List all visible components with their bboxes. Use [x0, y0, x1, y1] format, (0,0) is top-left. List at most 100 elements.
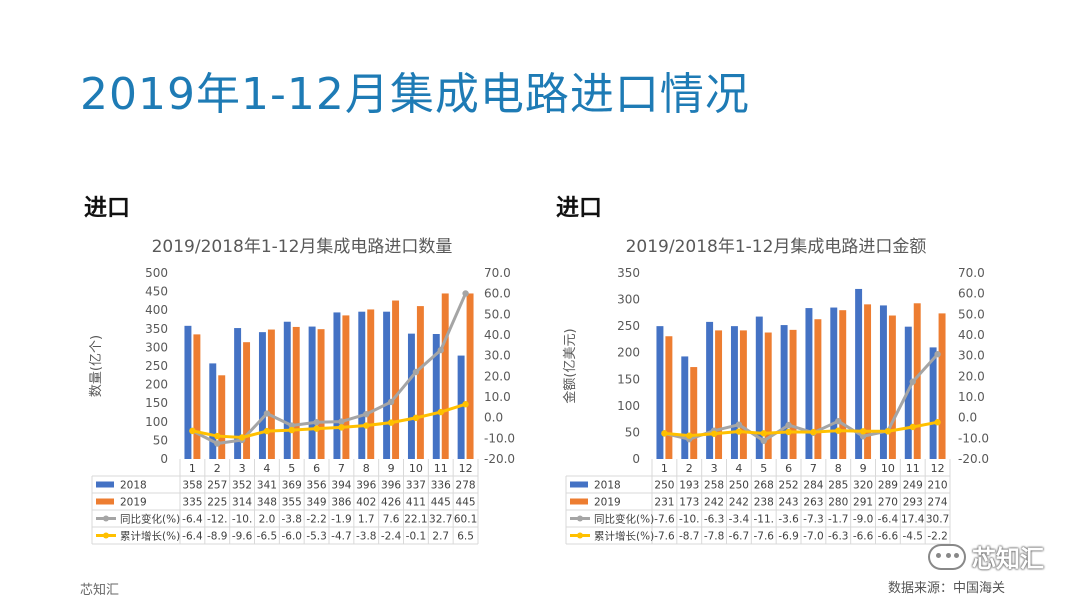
- bar-2019: [441, 293, 449, 459]
- x-tick-label: 12: [459, 462, 473, 475]
- data-label: 280: [828, 497, 848, 509]
- data-label: -6.6: [878, 531, 899, 543]
- bar-2018: [780, 325, 788, 459]
- left-section-label: 进口: [84, 195, 130, 221]
- data-label: -11.: [754, 514, 775, 526]
- line-point: [760, 430, 767, 437]
- data-label: 411: [406, 497, 426, 509]
- y-tick-label: 250: [145, 359, 168, 373]
- y-tick-label: 500: [145, 266, 168, 280]
- x-tick-label: 1: [661, 462, 668, 475]
- y-axis-label: 数量(亿个): [89, 335, 104, 397]
- data-label: -9.0: [853, 514, 874, 526]
- y2-tick-label: 10.0: [958, 390, 985, 404]
- bar-2019: [665, 336, 673, 459]
- data-label: 396: [356, 480, 376, 492]
- x-tick-label: 10: [409, 462, 423, 475]
- data-label: -0.1: [406, 531, 427, 543]
- bar-2018: [407, 333, 415, 459]
- line-point: [363, 410, 370, 418]
- y2-tick-label: -20.0: [958, 452, 989, 466]
- data-label: 17.4: [901, 514, 925, 526]
- data-label: 231: [654, 497, 674, 509]
- data-label: 30.7: [926, 514, 949, 526]
- bar-2019: [317, 329, 325, 459]
- data-label: -7.6: [754, 531, 775, 543]
- data-label: 242: [729, 497, 749, 509]
- line-point: [288, 426, 295, 434]
- bar-2019: [416, 306, 424, 459]
- data-label: 173: [679, 497, 699, 509]
- line-point: [760, 437, 767, 445]
- bar-2019: [715, 330, 723, 459]
- line-point: [785, 428, 792, 436]
- y-tick-label: 100: [145, 415, 168, 429]
- bar-2019: [392, 300, 400, 459]
- bar-2018: [308, 326, 316, 459]
- bar-2018: [805, 308, 813, 459]
- x-tick-label: 1: [189, 462, 196, 475]
- wechat-icon: [928, 543, 966, 570]
- y-tick-label: 400: [145, 303, 168, 317]
- line-point: [338, 418, 345, 425]
- data-label: 445: [431, 497, 451, 509]
- y-tick-label: 350: [617, 266, 640, 280]
- line-point: [238, 434, 246, 441]
- data-label: -6.3: [828, 531, 849, 543]
- data-label: -6.9: [778, 531, 799, 543]
- y2-tick-label: 30.0: [484, 349, 511, 363]
- y-tick-label: 0: [632, 452, 640, 466]
- bar-2018: [855, 288, 863, 459]
- data-label: 402: [356, 497, 376, 509]
- data-label: 193: [679, 480, 699, 492]
- data-label: -8.9: [207, 531, 228, 543]
- line-point: [214, 440, 221, 447]
- y-tick-label: 0: [160, 452, 168, 466]
- data-label: 348: [257, 497, 277, 509]
- bar-2018: [234, 328, 242, 459]
- y-tick-label: 200: [145, 378, 168, 392]
- data-label: -12.: [207, 514, 228, 526]
- data-label: -6.6: [853, 531, 874, 543]
- bar-2018: [730, 326, 738, 459]
- data-label: 445: [456, 497, 476, 509]
- x-tick-label: 11: [434, 462, 448, 475]
- data-label: -6.5: [257, 531, 278, 543]
- data-label: 336: [431, 480, 451, 492]
- data-label: 293: [903, 497, 923, 509]
- bar-2019: [466, 293, 474, 459]
- bar-2019: [864, 304, 872, 459]
- bar-2019: [267, 329, 275, 459]
- bar-2019: [814, 319, 822, 459]
- legend-key: [577, 515, 583, 522]
- data-label: 274: [928, 497, 948, 509]
- data-label: 335: [182, 497, 202, 509]
- x-tick-label: 2: [686, 462, 693, 475]
- chart-title: 2019/2018年1-12月集成电路进口金额: [626, 237, 927, 257]
- data-label: -6.4: [878, 514, 899, 526]
- y-tick-label: 150: [617, 372, 640, 386]
- y2-tick-label: 40.0: [958, 328, 985, 342]
- data-label: 285: [828, 480, 848, 492]
- bar-2019: [218, 375, 226, 459]
- line-point: [263, 427, 271, 435]
- bar-2019: [764, 332, 772, 459]
- data-label: -10.: [679, 514, 700, 526]
- line-series: [192, 402, 467, 440]
- y2-tick-label: -10.0: [958, 431, 989, 445]
- line-point: [338, 424, 345, 431]
- y2-tick-label: 0.0: [484, 411, 503, 425]
- x-tick-label: 2: [214, 462, 221, 475]
- data-label: -2.2: [927, 531, 948, 543]
- bar-2018: [681, 356, 689, 459]
- x-tick-label: 3: [711, 462, 718, 475]
- data-label: -4.7: [331, 531, 352, 543]
- bar-2019: [342, 315, 350, 459]
- x-tick-label: 12: [931, 462, 945, 475]
- y-tick-label: 300: [617, 293, 640, 307]
- y2-tick-label: 50.0: [484, 307, 511, 321]
- data-label: 270: [878, 497, 898, 509]
- line-point: [288, 422, 295, 429]
- data-label: 337: [406, 480, 426, 492]
